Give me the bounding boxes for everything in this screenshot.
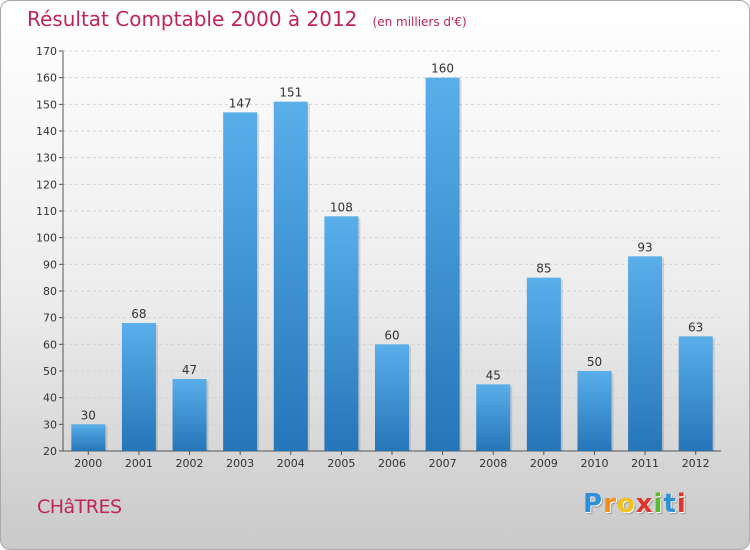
y-tick-label: 70 (43, 312, 57, 325)
y-tick-label: 20 (43, 445, 57, 458)
x-tick-label: 2010 (580, 457, 608, 470)
logo-letter: P (583, 489, 604, 519)
bar (526, 277, 561, 451)
y-tick-label: 160 (36, 72, 57, 85)
bar (273, 101, 308, 452)
y-tick-label: 40 (43, 392, 57, 405)
x-tick-label: 2002 (176, 457, 204, 470)
bar (476, 384, 511, 451)
data-label: 30 (81, 408, 96, 422)
data-label: 47 (182, 363, 197, 377)
x-tick-label: 2001 (125, 457, 153, 470)
data-label: 60 (384, 328, 399, 342)
data-label: 85 (536, 262, 551, 276)
bar (425, 77, 460, 452)
x-tick-label: 2000 (74, 457, 102, 470)
logo-letter: i (653, 489, 664, 519)
x-tick-label: 2004 (277, 457, 305, 470)
y-tick-label: 60 (43, 338, 57, 351)
y-tick-label: 120 (36, 178, 57, 191)
y-tick-label: 110 (36, 205, 57, 218)
y-tick-label: 30 (43, 418, 57, 431)
proxiti-logo: Proxiti (583, 489, 687, 519)
data-label: 108 (330, 200, 353, 214)
y-tick-label: 150 (36, 98, 57, 111)
y-tick-label: 80 (43, 285, 57, 298)
place-name: CHâTRES (37, 496, 122, 518)
bar (172, 379, 207, 451)
logo-letter: i (676, 489, 687, 519)
y-tick-label: 130 (36, 152, 57, 165)
data-label: 50 (587, 355, 602, 369)
x-tick-label: 2006 (378, 457, 406, 470)
x-tick-label: 2012 (682, 457, 710, 470)
y-tick-label: 140 (36, 125, 57, 138)
y-tick-label: 100 (36, 232, 57, 245)
data-label: 160 (431, 62, 454, 76)
chart-subtitle: (en milliers d'€) (372, 15, 467, 29)
y-tick-label: 170 (36, 45, 57, 58)
bar (71, 424, 106, 451)
bar (223, 112, 258, 451)
y-tick-label: 50 (43, 365, 57, 378)
chart-title: Résultat Comptable 2000 à 2012 (27, 7, 358, 31)
data-label: 45 (486, 368, 501, 382)
logo-letter: x (635, 489, 654, 519)
x-tick-label: 2011 (631, 457, 659, 470)
bar (324, 216, 359, 451)
bar (628, 256, 663, 451)
y-tick-label: 90 (43, 258, 57, 271)
data-label: 63 (688, 320, 703, 334)
data-label: 93 (637, 240, 652, 254)
bar (678, 336, 713, 451)
bar (375, 344, 409, 451)
data-label: 147 (229, 96, 252, 110)
logo-letter: t (663, 489, 677, 519)
x-tick-label: 2009 (530, 457, 558, 470)
x-tick-label: 2003 (226, 457, 254, 470)
title-row: Résultat Comptable 2000 à 2012 (en milli… (27, 7, 467, 31)
x-tick-label: 2005 (327, 457, 355, 470)
logo-letter: o (616, 489, 636, 519)
data-label: 151 (279, 86, 302, 100)
x-tick-label: 2008 (479, 457, 507, 470)
bar (577, 371, 612, 451)
data-label: 68 (131, 307, 146, 321)
x-tick-label: 2007 (429, 457, 457, 470)
logo-letter: r (603, 489, 617, 519)
bar (121, 323, 156, 451)
